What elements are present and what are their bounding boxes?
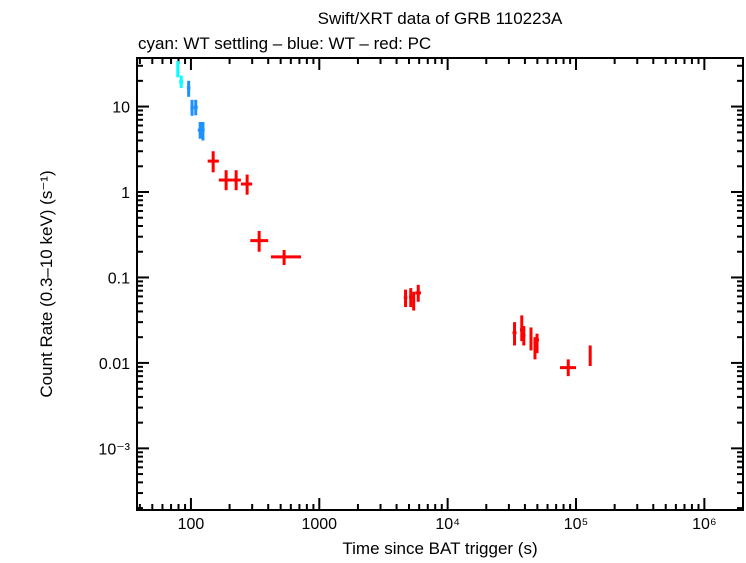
chart-subtitle: cyan: WT settling – blue: WT – red: PC — [138, 34, 431, 53]
y-tick-label: 0.1 — [108, 270, 130, 287]
y-axis-label: Count Rate (0.3–10 keV) (s⁻¹) — [37, 170, 56, 397]
y-tick-label: 1 — [121, 185, 130, 202]
data-point-pc — [412, 291, 416, 311]
data-point-pc — [512, 322, 517, 346]
y-tick-label: 10 — [112, 100, 130, 117]
x-tick-label: 100 — [178, 516, 205, 533]
plot-frame — [136, 57, 744, 511]
data-point-pc — [522, 326, 526, 346]
data-point-wt-settling — [176, 61, 180, 78]
data-point-pc — [207, 151, 219, 173]
chart-title: Swift/XRT data of GRB 110223A — [318, 9, 563, 28]
x-tick-label: 10⁵ — [564, 516, 588, 533]
data-point-wt-settling — [179, 75, 184, 88]
data-point-pc — [535, 333, 540, 354]
x-tick-label: 10⁶ — [692, 516, 716, 533]
data-point-pc — [415, 284, 422, 302]
data-point-pc — [403, 289, 408, 308]
x-tick-label: 10⁴ — [435, 516, 460, 533]
x-axis-label: Time since BAT trigger (s) — [342, 539, 537, 558]
data-point-wt — [190, 99, 194, 116]
data-point-pc — [529, 327, 533, 351]
x-tick-label: 1000 — [301, 516, 337, 533]
data-point-pc — [218, 170, 233, 191]
y-tick-label: 0.01 — [99, 356, 130, 373]
data-point-pc — [250, 230, 269, 252]
data-point-pc — [240, 174, 253, 195]
data-point-pc — [270, 249, 301, 265]
data-point-pc — [409, 288, 413, 308]
data-point-pc — [232, 170, 241, 191]
data-point-wt — [186, 80, 191, 97]
data-point-wt — [201, 121, 205, 141]
data-point-wt — [193, 99, 198, 116]
y-tick-label: 10⁻³ — [98, 441, 130, 458]
data-point-pc — [559, 359, 577, 377]
data-point-pc — [588, 345, 592, 367]
